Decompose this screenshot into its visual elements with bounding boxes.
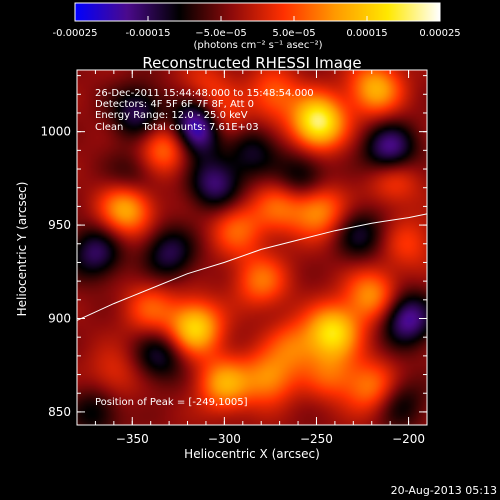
x-tick-label: −350 (116, 432, 149, 446)
colorbar-tick-label: -0.00025 (53, 28, 98, 39)
colorbar-tick-label: 0.00015 (346, 28, 387, 39)
x-tick-label: −300 (208, 432, 241, 446)
heatmap-image (77, 70, 427, 425)
x-tick-label: −250 (300, 432, 333, 446)
y-tick-label: 1000 (40, 125, 71, 139)
footer-timestamp: 20-Aug-2013 05:13 (391, 484, 497, 497)
plot-area: −350 −300 −250 −200 850 900 950 1000 26-Dec-20… (40, 69, 428, 446)
colorbar-tick-label: 0.00025 (419, 28, 460, 39)
colorbar-tick-label: −5.0e−05 (195, 28, 247, 39)
colorbar-unit-label: (photons cm⁻² s⁻¹ asec⁻²) (193, 40, 322, 51)
y-tick-label: 950 (48, 218, 71, 232)
chart-title: Reconstructed RHESSI Image (142, 54, 361, 72)
annotation-total-counts: Clean Total counts: 7.61E+03 (95, 122, 259, 133)
annotation-energy-range: Energy Range: 12.0 - 25.0 keV (95, 110, 248, 121)
x-axis-ticks: −350 −300 −250 −200 (94, 70, 428, 446)
colorbar-gradient (74, 2, 441, 22)
colorbar-ticks: -0.00025 -0.00015 −5.0e−05 5.0e−05 0.00015 0.… (53, 16, 461, 39)
y-axis-label: Heliocentric Y (arcsec) (15, 182, 29, 317)
y-tick-label: 900 (48, 312, 71, 326)
annotation-time-range: 26-Dec-2011 15:44:48.000 to 15:48:54.000 (95, 88, 314, 99)
plot-frame (76, 69, 428, 426)
y-tick-label: 850 (48, 405, 71, 419)
colorbar-tick-label: -0.00015 (126, 28, 171, 39)
x-axis-label: Heliocentric X (arcsec) (184, 447, 320, 461)
annotation-detectors: Detectors: 4F 5F 6F 7F 8F, Att 0 (95, 99, 254, 110)
y-axis-ticks: 850 900 950 1000 (40, 75, 427, 419)
x-tick-label: −200 (392, 432, 425, 446)
colorbar-tick-label: 5.0e−05 (272, 28, 315, 39)
solar-limb-line (77, 213, 427, 321)
colorbar: -0.00025 -0.00015 −5.0e−05 5.0e−05 0.00015 0.… (53, 2, 461, 51)
annotation-peak-position: Position of Peak = [-249,1005] (95, 397, 248, 408)
